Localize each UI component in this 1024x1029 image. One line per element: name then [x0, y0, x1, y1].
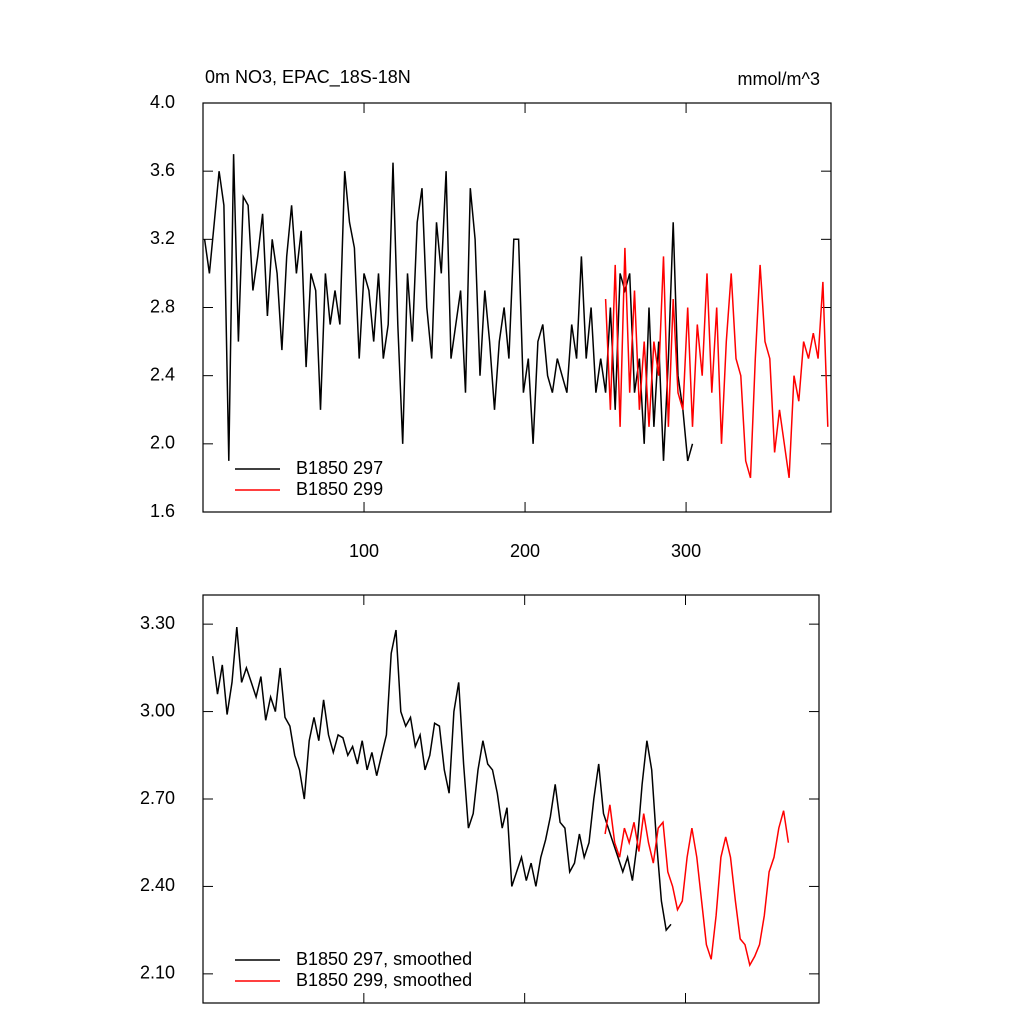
legend-label: B1850 297, smoothed [296, 949, 472, 969]
x-tick-label: 100 [349, 541, 379, 561]
data-line [203, 154, 694, 462]
chart-title: 0m NO3, EPAC_18S-18N [205, 67, 411, 88]
legend-label: B1850 297 [296, 458, 383, 478]
y-tick-label: 2.70 [140, 788, 175, 808]
x-tick-label: 300 [671, 541, 701, 561]
x-tick-label: 200 [510, 541, 540, 561]
y-tick-label: 3.6 [150, 160, 175, 180]
y-tick-label: 2.40 [140, 875, 175, 895]
plot-frame [202, 594, 820, 1004]
units-label: mmol/m^3 [738, 69, 820, 89]
legend-label: B1850 299, smoothed [296, 970, 472, 990]
y-tick-label: 4.0 [150, 92, 175, 112]
y-tick-label: 2.4 [150, 364, 175, 384]
y-tick-label: 2.10 [140, 963, 175, 983]
y-tick-label: 3.30 [140, 613, 175, 633]
y-tick-label: 3.2 [150, 228, 175, 248]
y-tick-label: 3.00 [140, 700, 175, 720]
plot-frame [202, 102, 832, 513]
data-line [604, 804, 790, 968]
y-tick-label: 2.8 [150, 296, 175, 316]
legend-label: B1850 299 [296, 479, 383, 499]
y-tick-label: 2.0 [150, 433, 175, 453]
y-tick-label: 1.6 [150, 501, 175, 521]
data-line [604, 247, 829, 479]
data-line [211, 627, 672, 932]
